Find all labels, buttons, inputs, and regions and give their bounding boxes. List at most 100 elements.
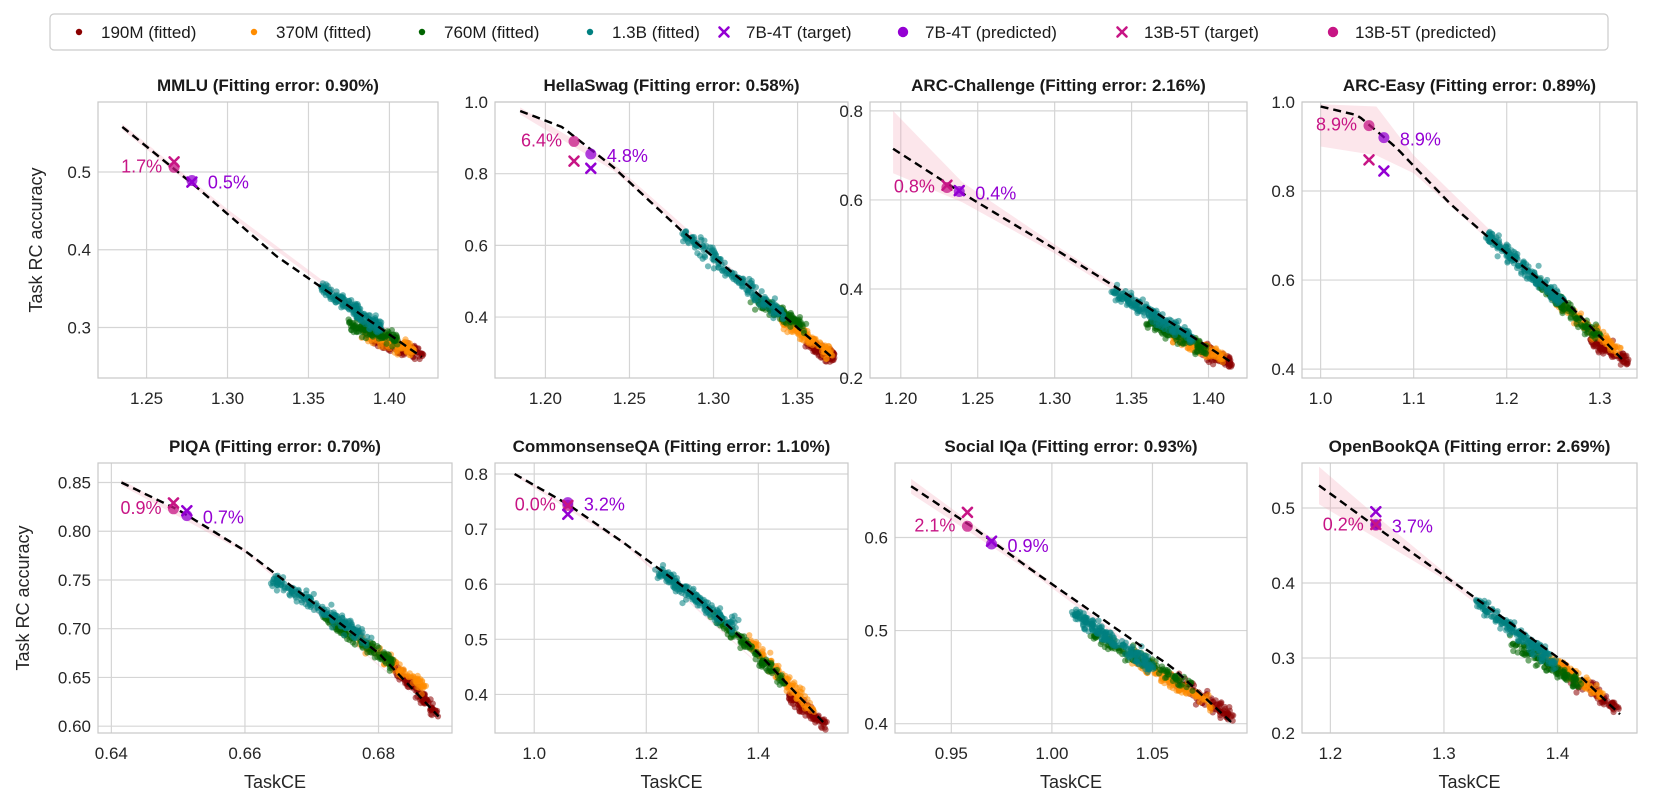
error-label-13b: 0.9%	[120, 498, 161, 518]
data-point-13b-fitted	[1529, 640, 1536, 647]
data-point-13b-fitted	[357, 632, 364, 639]
data-point-13b-fitted	[1532, 280, 1539, 287]
data-point-13b-fitted	[340, 303, 347, 310]
data-point-13b-fitted	[368, 634, 375, 641]
data-point-760m-fitted	[1174, 340, 1181, 347]
confidence-band	[520, 107, 832, 357]
data-point-190m-fitted	[416, 350, 424, 357]
y-tick-label: 1.0	[1271, 93, 1295, 112]
target-7b-4t	[181, 504, 193, 517]
data-point-13b-fitted	[1535, 262, 1542, 269]
y-tick-label: 0.3	[1271, 649, 1295, 668]
data-point-760m-fitted	[1173, 676, 1181, 683]
error-label-13b: 0.0%	[515, 494, 556, 514]
legend-item: 13B-5T (target)	[1116, 23, 1259, 42]
data-point-13b-fitted	[273, 587, 280, 594]
x-axis-label: TaskCE	[1438, 772, 1500, 792]
data-point-13b-fitted	[328, 601, 335, 608]
data-point-370m-fitted	[407, 351, 414, 359]
x-tick-label: 1.4	[747, 744, 771, 763]
y-tick-label: 0.7	[464, 520, 488, 539]
data-point-13b-fitted	[1089, 621, 1096, 628]
data-point-13b-fitted	[1495, 232, 1502, 239]
target-13b-5t-stroke-b	[941, 179, 953, 192]
data-point-760m-fitted	[1144, 324, 1151, 331]
legend-item: 7B-4T (predicted)	[897, 23, 1057, 42]
data-point-13b-fitted	[680, 586, 687, 593]
target-7b-4t	[953, 184, 966, 197]
target-7b-4t-stroke-b	[985, 535, 998, 548]
target-7b-4t	[585, 162, 597, 175]
target-13b-5t	[568, 155, 580, 167]
error-label-7b: 3.2%	[584, 495, 625, 515]
data-point-760m-fitted	[370, 640, 377, 648]
x-tick-label: 1.35	[292, 389, 325, 408]
data-point-370m-fitted	[414, 684, 421, 691]
data-point-13b-fitted	[682, 229, 690, 236]
data-point-13b-fitted	[341, 632, 348, 639]
fitted-curve	[910, 485, 1234, 725]
target-13b-5t	[941, 179, 953, 192]
error-label-7b: 8.9%	[1400, 130, 1441, 150]
y-tick-label: 0.5	[864, 622, 888, 641]
data-point-190m-fitted	[412, 694, 419, 701]
y-tick-label: 0.6	[464, 236, 488, 255]
x-tick-label: 1.1	[1402, 389, 1426, 408]
data-point-13b-fitted	[1139, 296, 1146, 303]
data-point-13b-fitted	[280, 587, 287, 594]
confidence-band	[121, 479, 439, 717]
legend-label: 13B-5T (predicted)	[1355, 23, 1496, 42]
fitted-curve	[120, 481, 440, 718]
data-point-190m-fitted	[401, 679, 409, 687]
data-point-370m-fitted	[1217, 352, 1224, 359]
plot-area	[514, 472, 830, 733]
data-point-370m-fitted	[806, 340, 813, 347]
data-point-13b-fitted	[281, 580, 288, 587]
target-13b-5t-stroke-b	[1370, 518, 1382, 531]
data-point-13b-fitted	[1526, 275, 1534, 282]
data-point-760m-fitted	[359, 333, 366, 341]
data-point-13b-fitted	[704, 263, 712, 270]
y-tick-label: 0.6	[464, 575, 488, 594]
panel: 1.0 1.1 1.2 1.30.40.60.81.08.9%8.9%ARC-Easy…	[1271, 76, 1638, 408]
legend-label: 7B-4T (target)	[746, 23, 852, 42]
y-tick-label: 0.3	[67, 318, 91, 337]
fitted-curve	[519, 109, 832, 358]
data-point-370m-fitted	[823, 355, 830, 363]
data-point-13b-fitted	[1152, 315, 1159, 322]
data-point-13b-fitted	[1494, 253, 1501, 260]
plot-area	[121, 123, 427, 363]
data-point-13b-fitted	[344, 624, 351, 631]
data-point-760m-fitted	[752, 656, 759, 663]
data-point-13b-fitted	[758, 288, 765, 295]
data-point-370m-fitted	[405, 673, 412, 680]
data-point-760m-fitted	[1189, 687, 1196, 694]
data-point-13b-fitted	[1548, 660, 1555, 668]
y-tick-label: 0.4	[464, 308, 488, 327]
data-point-13b-fitted	[357, 317, 364, 324]
data-point-370m-fitted	[419, 685, 426, 692]
data-point-13b-fitted	[1127, 649, 1134, 656]
legend-dot-marker	[586, 28, 594, 36]
target-7b-4t-stroke-b	[181, 504, 193, 517]
data-point-13b-fitted	[347, 619, 354, 626]
prediction-7b-4t	[585, 148, 597, 160]
panel-title: PIQA (Fitting error: 0.70%)	[169, 437, 381, 456]
data-point-13b-fitted	[1121, 643, 1128, 650]
panel-title: MMLU (Fitting error: 0.90%)	[157, 76, 379, 95]
panel-title: ARC-Easy (Fitting error: 0.89%)	[1343, 76, 1596, 95]
target-7b-4t	[1370, 505, 1382, 518]
data-point-13b-fitted	[748, 277, 755, 284]
data-point-760m-fitted	[741, 643, 748, 650]
panel: 1.20 1.25 1.30 1.35 1.400.20.40.60.80.8% 0.4%…	[839, 76, 1248, 408]
panel: 1.0 1.2 1.40.40.50.60.70.80.0% 3.2%Commonse…	[464, 437, 849, 792]
data-point-370m-fitted	[825, 342, 832, 350]
data-point-760m-fitted	[1573, 680, 1580, 687]
legend-x-marker-stroke-b	[1116, 26, 1128, 38]
x-tick-label: 1.0	[522, 744, 546, 763]
plot-frame	[1301, 101, 1638, 379]
prediction-13b-5t	[568, 135, 580, 147]
x-tick-label: 1.25	[961, 389, 994, 408]
y-tick-label: 0.80	[58, 522, 91, 541]
x-tick-label: 1.3	[1432, 744, 1456, 763]
